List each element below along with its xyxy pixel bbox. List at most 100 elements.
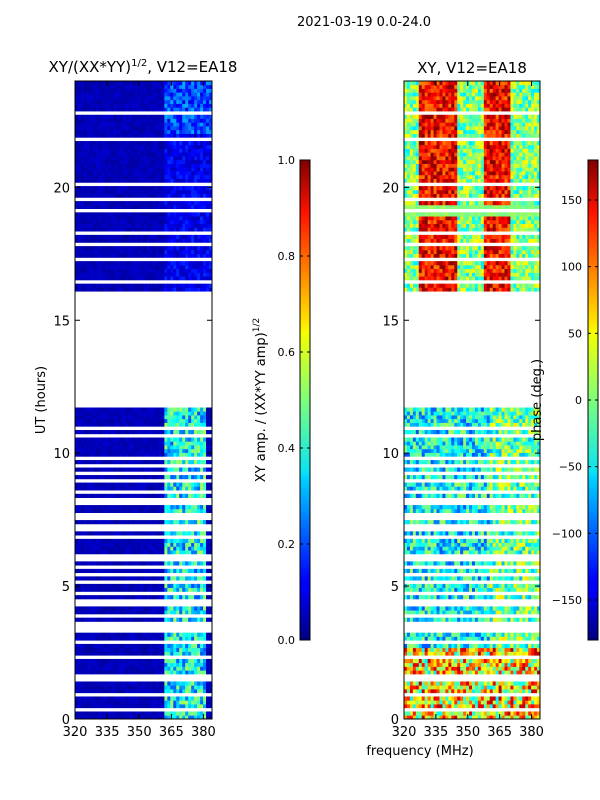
heatmap-cell bbox=[116, 696, 121, 701]
heatmap-cell bbox=[113, 441, 118, 446]
heatmap-cell bbox=[146, 268, 150, 273]
heatmap-cell bbox=[486, 715, 491, 720]
heatmap-cell bbox=[128, 189, 132, 194]
heatmap-cell bbox=[176, 283, 180, 288]
heatmap-cell bbox=[119, 159, 124, 164]
heatmap-cell bbox=[522, 703, 526, 709]
heatmap-cell bbox=[197, 666, 201, 671]
heatmap-cell bbox=[77, 201, 82, 206]
heatmap-cell bbox=[104, 287, 109, 292]
heatmap-cell bbox=[176, 171, 180, 176]
heatmap-cell bbox=[113, 696, 118, 701]
heatmap-cell bbox=[191, 587, 195, 592]
heatmap-cell bbox=[161, 448, 165, 453]
heatmap-cell bbox=[164, 216, 168, 221]
heatmap-cell bbox=[86, 700, 91, 705]
heatmap-cell bbox=[101, 92, 106, 97]
heatmap-cell bbox=[200, 606, 204, 611]
heatmap-cell bbox=[140, 508, 144, 513]
heatmap-cell bbox=[209, 129, 213, 134]
heatmap-cell bbox=[107, 531, 112, 536]
heatmap-cell bbox=[128, 246, 132, 251]
heatmap-cell bbox=[152, 617, 156, 622]
heatmap-cell bbox=[92, 576, 97, 581]
heatmap-cell bbox=[107, 126, 112, 131]
heatmap-cell bbox=[80, 542, 85, 547]
heatmap-cell bbox=[113, 538, 118, 544]
heatmap-cell bbox=[110, 441, 115, 446]
heatmap-cell bbox=[155, 88, 159, 93]
heatmap-cell bbox=[113, 152, 118, 157]
heatmap-cell bbox=[101, 505, 106, 510]
heatmap-cell bbox=[170, 163, 174, 168]
heatmap-cell bbox=[95, 411, 100, 416]
heatmap-cell bbox=[104, 103, 109, 108]
heatmap-cell bbox=[176, 272, 180, 277]
heatmap-cell bbox=[104, 276, 109, 281]
heatmap-cell bbox=[75, 103, 79, 108]
heatmap-cell bbox=[513, 711, 517, 716]
heatmap-cell bbox=[164, 234, 168, 240]
heatmap-cell bbox=[188, 647, 192, 652]
heatmap-cell bbox=[137, 272, 141, 277]
heatmap-cell bbox=[209, 520, 213, 525]
heatmap-cell bbox=[191, 103, 195, 108]
heatmap-cell bbox=[209, 216, 213, 221]
heatmap-cell bbox=[534, 685, 538, 690]
heatmap-cell bbox=[110, 685, 115, 690]
heatmap-cell bbox=[206, 253, 210, 258]
heatmap-cell bbox=[80, 96, 85, 101]
heatmap-cell bbox=[179, 92, 183, 97]
heatmap-cell bbox=[98, 261, 103, 266]
heatmap-cell bbox=[137, 576, 141, 581]
heatmap-cell bbox=[125, 482, 130, 487]
heatmap-cell bbox=[140, 186, 144, 191]
heatmap-cell bbox=[185, 430, 189, 435]
heatmap-cell bbox=[176, 606, 180, 611]
heatmap-cell bbox=[137, 133, 141, 138]
heatmap-cell bbox=[134, 610, 138, 615]
heatmap-cell bbox=[116, 88, 121, 93]
heatmap-cell bbox=[80, 261, 85, 266]
heatmap-cell bbox=[86, 99, 91, 104]
heatmap-cell bbox=[197, 216, 201, 221]
heatmap-cell bbox=[472, 670, 476, 675]
heatmap-cell bbox=[125, 152, 130, 157]
heatmap-cell bbox=[137, 103, 141, 108]
heatmap-cell bbox=[104, 118, 109, 123]
heatmap-cell bbox=[143, 636, 147, 641]
heatmap-cell bbox=[122, 561, 127, 566]
heatmap-cell bbox=[170, 662, 174, 667]
heatmap-cell bbox=[167, 632, 171, 637]
heatmap-cell bbox=[433, 696, 437, 701]
heatmap-cell bbox=[158, 219, 162, 225]
heatmap-cell bbox=[170, 610, 174, 615]
heatmap-cell bbox=[119, 204, 124, 209]
heatmap-cell bbox=[516, 670, 520, 675]
heatmap-cell bbox=[125, 505, 130, 510]
heatmap-cell bbox=[140, 272, 144, 277]
heatmap-cell bbox=[161, 276, 165, 281]
heatmap-cell bbox=[182, 430, 186, 435]
heatmap-cell bbox=[191, 186, 195, 191]
heatmap-cell bbox=[161, 520, 165, 525]
heatmap-cell bbox=[128, 437, 132, 442]
heatmap-cell bbox=[146, 568, 150, 574]
heatmap-cell bbox=[155, 107, 159, 112]
heatmap-cell bbox=[149, 587, 153, 592]
heatmap-cell bbox=[80, 159, 85, 164]
heatmap-cell bbox=[92, 662, 97, 667]
heatmap-cell bbox=[474, 696, 479, 701]
heatmap-cell bbox=[167, 174, 171, 179]
heatmap-cell bbox=[119, 411, 124, 416]
heatmap-cell bbox=[200, 422, 204, 427]
heatmap-cell bbox=[182, 96, 186, 101]
heatmap-cell bbox=[185, 422, 189, 427]
heatmap-cell bbox=[125, 681, 130, 686]
heatmap-cell bbox=[185, 186, 189, 191]
heatmap-cell bbox=[83, 508, 88, 513]
heatmap-cell bbox=[75, 246, 79, 251]
heatmap-cell bbox=[128, 411, 132, 416]
heatmap-cell bbox=[104, 445, 109, 450]
heatmap-cell bbox=[98, 651, 103, 656]
